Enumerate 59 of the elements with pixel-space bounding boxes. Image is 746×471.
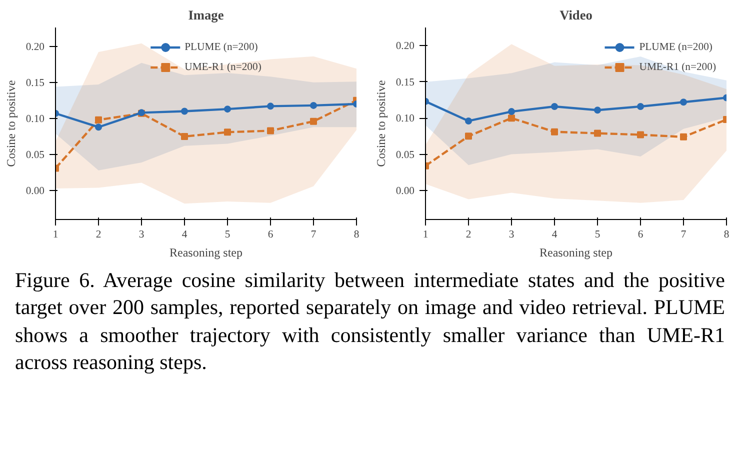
- point: [267, 127, 274, 134]
- y-tick-label: 0.00: [396, 186, 415, 198]
- x-tick-label: 2: [96, 230, 102, 240]
- point: [465, 117, 472, 124]
- point: [310, 118, 317, 125]
- chart-title: Video: [560, 8, 593, 22]
- point: [95, 116, 102, 124]
- point: [224, 128, 231, 136]
- point: [594, 130, 601, 137]
- legend-label: UME-R1 (n=200): [639, 62, 716, 72]
- point: [224, 106, 231, 113]
- point: [181, 132, 188, 140]
- point: [508, 108, 515, 116]
- x-axis-title: Reasoning step: [540, 246, 613, 260]
- y-tick-label: 0.20: [26, 42, 45, 53]
- point: [637, 131, 644, 138]
- x-tick-label: 3: [138, 230, 144, 240]
- point: [310, 102, 317, 109]
- y-tick-label: 0.20: [396, 41, 415, 52]
- y-tick-label: 0.05: [396, 150, 415, 161]
- legend-label: PLUME (n=200): [184, 42, 258, 52]
- x-tick-label: 5: [594, 230, 600, 240]
- point: [181, 108, 188, 115]
- x-tick-label: 6: [268, 230, 274, 240]
- x-tick-label: 4: [552, 230, 558, 240]
- point: [594, 106, 601, 114]
- point: [95, 124, 102, 131]
- y-tick-label: 0.15: [396, 77, 415, 88]
- point: [508, 114, 515, 122]
- x-tick-label: 8: [354, 230, 360, 240]
- y-tick-label: 0.00: [26, 186, 45, 198]
- point: [551, 128, 558, 136]
- y-axis-title: Cosine to positive: [374, 80, 388, 167]
- point: [551, 102, 558, 110]
- x-tick-label: 5: [224, 230, 230, 240]
- point: [465, 132, 472, 140]
- x-tick-label: 2: [466, 230, 472, 240]
- point: [637, 102, 644, 110]
- point: [267, 102, 274, 110]
- y-tick-label: 0.15: [26, 78, 45, 89]
- point: [680, 98, 687, 106]
- x-axis-title: Reasoning step: [170, 246, 243, 260]
- y-tick-label: 0.05: [26, 150, 45, 162]
- point: [680, 133, 687, 140]
- y-tick-label: 0.10: [26, 114, 45, 125]
- caption: Figure 6. Average cosine similarity between intermediate states and the positive target over 200 samples, reported separately on image and video retrieval. PLUME shows a smoother trajectory with consistently smaller variance than UME-R1 across reasoning steps.: [15, 267, 725, 376]
- x-tick-label: 7: [680, 230, 687, 240]
- y-axis-title: Cosine to positive: [4, 80, 18, 167]
- x-tick-label: 6: [638, 230, 644, 240]
- legend-label: PLUME (n=200): [639, 42, 712, 52]
- y-tick-label: 0.10: [396, 114, 415, 125]
- x-tick-label: 3: [508, 230, 514, 240]
- x-tick-label: 7: [310, 230, 317, 240]
- legend-label: UME-R1 (n=200): [184, 62, 262, 72]
- chart-title: Image: [188, 8, 224, 22]
- x-tick-label: 4: [182, 230, 188, 240]
- x-tick-label: 1: [52, 230, 58, 240]
- x-tick-label: 8: [724, 230, 730, 240]
- x-tick-label: 1: [422, 230, 428, 240]
